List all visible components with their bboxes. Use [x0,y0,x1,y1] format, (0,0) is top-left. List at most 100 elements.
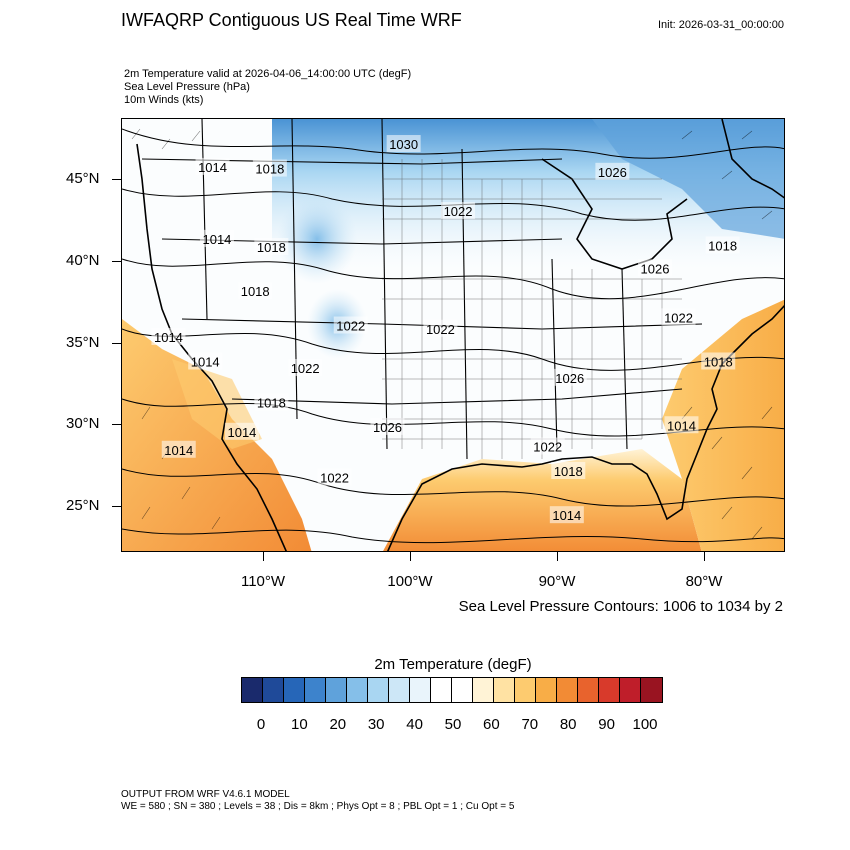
pressure-label-box [151,327,186,345]
lat-tick-mark [112,342,121,344]
pressure-label-box [317,468,352,486]
colorbar-label: 0 [256,716,266,733]
pressure-label: 1022 [336,319,365,334]
pressure-label: 1014 [667,418,696,433]
warm-gulf [383,449,702,551]
footer-config: WE = 580 ; SN = 380 ; Levels = 38 ; Dis … [121,801,515,812]
pressure-label: 1018 [255,162,284,177]
colorbar [241,677,663,703]
pressure-label: 1018 [257,240,286,255]
colorbar-swatch [347,678,368,702]
lon-tick-label: 90°W [538,573,576,590]
pressure-label: 1018 [257,395,286,410]
lat-tick-label: 25°N [66,497,100,514]
lat-tick-label: 45°N [66,170,100,187]
pressure-label: 1026 [598,165,627,180]
pressure-label: 1018 [704,354,733,369]
lon-tick-mark [263,552,264,561]
pressure-label-box [549,506,584,524]
colorbar-swatch [557,678,578,702]
colorbar-swatch [389,678,410,702]
lon-tick-mark [704,552,705,561]
colorbar-label: 100 [632,716,658,733]
contour-note: Sea Level Pressure Contours: 1006 to 103… [458,598,783,615]
lat-tick-mark [112,260,121,262]
pressure-label-box [188,352,223,370]
lon-tick-mark [557,552,558,561]
pressure-label: 1022 [444,204,473,219]
lon-tick-label: 100°W [387,573,433,590]
colorbar-swatch [263,678,284,702]
lat-tick-mark [112,179,121,180]
pressure-label-box [195,157,230,175]
pressure-label: 1014 [227,425,256,440]
pressure-label: 1014 [198,160,227,175]
county-grid [382,159,682,459]
pressure-label-box [530,437,565,455]
pressure-label-box [638,259,673,277]
pressure-label-box [551,462,586,480]
pressure-label-box [199,229,234,247]
colorbar-label: 20 [329,716,347,733]
colorbar-label: 80 [559,716,577,733]
colorbar-label: 50 [444,716,462,733]
colorbar-swatch [599,678,620,702]
colorbar-swatch [326,678,347,702]
pressure-label-box [224,422,259,440]
pressure-label: 1014 [202,232,231,247]
pressure-label: 1014 [191,354,220,369]
lat-tick-mark [112,506,121,507]
pressure-label: 1022 [291,361,320,376]
pressure-label: 1030 [389,137,418,152]
colorbar-swatch [431,678,452,702]
pressure-label-box [441,202,476,220]
colorbar-label: 40 [406,716,423,733]
colorbar-swatch [494,678,515,702]
colorbar-title: 2m Temperature (degF) [374,656,532,673]
field-winds: 10m Winds (kts) [124,94,204,106]
colorbar-label: 90 [598,716,615,733]
pressure-label: 1026 [373,420,402,435]
plot-title: IWFAQRP Contiguous US Real Time WRF [121,10,462,30]
pressure-label-box [254,393,289,411]
lat-tick-label: 40°N [66,251,100,269]
pressure-label: 1026 [641,261,670,276]
weather-map: 1030 1014 1018 1026 1022 1014 1018 1018 1026 1018… [121,118,785,552]
colorbar-swatch [305,678,326,702]
pressure-label-box [161,440,196,458]
colorbar-swatch [515,678,536,702]
pressure-label-box [333,316,368,334]
pressure-label-box [386,135,421,153]
colorbar-label: 60 [483,716,500,733]
pressure-label-box [664,416,699,434]
pressure-label: 1022 [426,322,455,337]
pressure-label-box [254,238,289,256]
pressure-label: 1014 [552,508,581,523]
pressure-label-box [701,352,736,370]
pressure-label-box [252,159,287,177]
cold-rockies-north [277,194,357,284]
lat-tick-mark [112,424,121,426]
lat-tick-label: 35°N [66,333,100,351]
pressure-label: 1018 [554,464,583,479]
pressure-label-box [661,308,696,326]
pressure-label: 1014 [154,330,183,345]
pressure-label-box [705,236,740,254]
pressure-label-box [595,162,630,180]
colorbar-swatch [641,678,662,702]
colorbar-swatch [578,678,599,702]
init-time: Init: 2026-03-31_00:00:00 [658,19,784,31]
colorbar-swatch [536,678,557,702]
colorbar-swatch [620,678,641,702]
pressure-label: 1014 [164,443,193,458]
pressure-label: 1022 [320,471,349,486]
colorbar-label: 30 [367,716,385,733]
pressure-label-box [238,282,273,300]
colorbar-swatch [368,678,389,702]
pressure-label: 1022 [533,440,562,455]
colorbar-swatch [284,678,305,702]
colorbar-swatch [410,678,431,702]
pressure-label-box [370,417,405,435]
field-pressure: Sea Level Pressure (hPa) [124,81,250,93]
